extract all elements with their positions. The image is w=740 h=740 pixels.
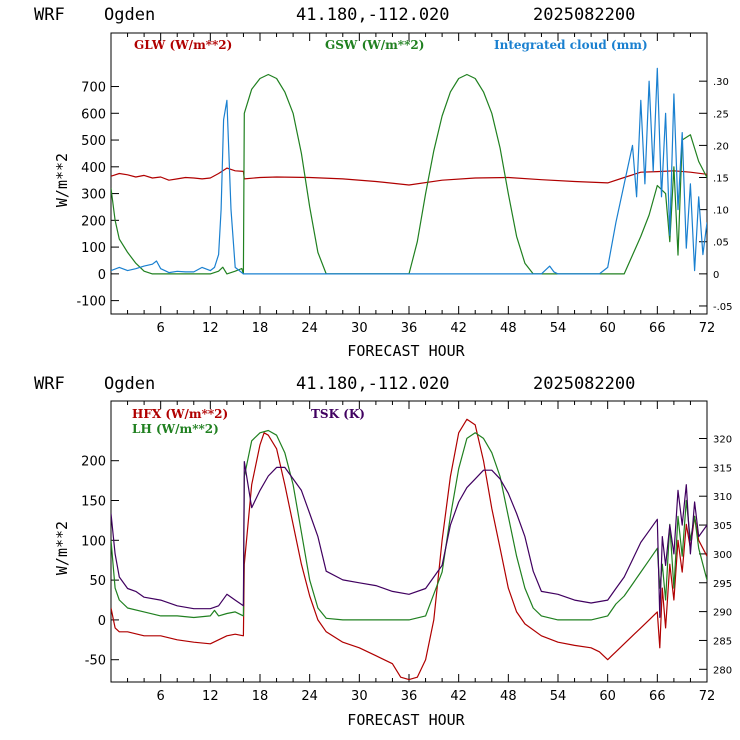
top-legend-gsw: GSW (W/m**2)	[325, 38, 424, 52]
top-location-label: Ogden	[104, 5, 155, 25]
bottom-series-line-lh	[111, 429, 707, 621]
top-y2-tick-label: -.05	[713, 302, 733, 313]
bottom-x-tick-label: 18	[252, 689, 269, 704]
top-x-tick-label: 12	[202, 321, 219, 336]
bottom-y2-tick-label: 285	[713, 636, 732, 647]
top-y-tick-label: 700	[81, 81, 106, 96]
bottom-y-tick-label: -50	[85, 654, 106, 669]
top-x-tick-label: 54	[550, 321, 567, 336]
top-x-axis-label: FORECAST HOUR	[347, 342, 465, 360]
bottom-y-tick-label: 50	[89, 574, 106, 589]
bottom-series-line-hfx	[111, 418, 707, 681]
bottom-location-label: Ogden	[104, 374, 155, 394]
top-x-tick-label: 42	[450, 321, 467, 336]
bottom-y-tick-label: 0	[98, 614, 106, 629]
bottom-y-tick-label: 150	[81, 495, 106, 510]
top-x-tick-label: 30	[351, 321, 368, 336]
bottom-init-label: 2025082200	[533, 374, 635, 394]
bottom-x-tick-label: 30	[351, 689, 368, 704]
bottom-x-tick-label: 48	[500, 689, 517, 704]
top-y-tick-label: 400	[81, 161, 106, 176]
bottom-y2-tick-label: 290	[713, 608, 732, 619]
top-x-tick-label: 24	[301, 321, 318, 336]
top-x-tick-label: 60	[599, 321, 616, 336]
top-y2-tick-label: 0	[713, 270, 719, 281]
top-x-tick-label: 36	[401, 321, 418, 336]
top-y2-tick-label: .15	[713, 174, 729, 185]
bottom-y2-tick-label: 310	[713, 492, 732, 503]
top-y-tick-label: 600	[81, 107, 106, 122]
top-coords-label: 41.180,-112.020	[296, 5, 450, 25]
bottom-legend-hfx: HFX (W/m**2)	[132, 407, 228, 421]
top-x-tick-label: 18	[252, 321, 269, 336]
bottom-y2-tick-label: 300	[713, 550, 732, 561]
top-y-tick-label: 200	[81, 214, 106, 229]
bottom-legend-lh: LH (W/m**2)	[132, 422, 219, 436]
bottom-y2-tick-label: 280	[713, 665, 732, 676]
top-y2-tick-label: .20	[713, 141, 729, 152]
bottom-series-line-tsk	[111, 461, 707, 619]
top-x-tick-label: 6	[157, 321, 165, 336]
bottom-model-label: WRF	[34, 374, 65, 394]
top-legend-glw: GLW (W/m**2)	[134, 38, 232, 52]
bottom-y-tick-label: 200	[81, 455, 106, 470]
bottom-x-tick-label: 60	[599, 689, 616, 704]
top-y-axis-label: W/m**2	[53, 153, 71, 207]
bottom-y-axis-label: W/m**2	[53, 521, 71, 575]
bottom-x-tick-label: 72	[699, 689, 716, 704]
top-y-tick-label: -100	[76, 295, 106, 310]
top-y-tick-label: 100	[81, 241, 106, 256]
top-y2-tick-label: .25	[713, 109, 729, 120]
bottom-y2-tick-label: 320	[713, 435, 732, 446]
bottom-x-tick-label: 36	[401, 689, 418, 704]
top-y2-tick-label: .05	[713, 238, 729, 249]
top-model-label: WRF	[34, 5, 65, 25]
top-x-tick-label: 48	[500, 321, 517, 336]
bottom-plot-frame	[110, 400, 708, 683]
top-x-tick-label: 72	[699, 321, 716, 336]
top-y2-tick-label: .10	[713, 206, 729, 217]
bottom-x-tick-label: 42	[450, 689, 467, 704]
top-y-tick-label: 0	[98, 268, 106, 283]
top-series-line-gsw	[111, 73, 707, 275]
bottom-x-tick-label: 12	[202, 689, 219, 704]
bottom-x-tick-label: 6	[157, 689, 165, 704]
bottom-plot-area: 6 12 18 24 30 36 42 48 54 60 66 72 -50 0 50 100 150 200 28…	[81, 401, 732, 704]
bottom-y-tick-label: 100	[81, 534, 106, 549]
bottom-header: WRF Ogden 41.180,-112.020 2025082200	[34, 374, 635, 394]
top-series-line-glw	[111, 167, 707, 186]
bottom-y2-tick-label: 305	[713, 521, 732, 532]
bottom-x-tick-label: 54	[550, 689, 567, 704]
bottom-y2-tick-label: 315	[713, 463, 732, 474]
bottom-x-tick-label: 24	[301, 689, 318, 704]
bottom-coords-label: 41.180,-112.020	[296, 374, 450, 394]
top-plot-area: 6 12 18 24 30 36 42 48 54 60 66 72 -100 0 100 200 300 400…	[76, 33, 733, 336]
bottom-x-axis-label: FORECAST HOUR	[347, 711, 465, 729]
top-init-label: 2025082200	[533, 5, 635, 25]
top-legend-cloud: Integrated cloud (mm)	[494, 38, 648, 52]
bottom-legend-tsk: TSK (K)	[311, 407, 365, 421]
bottom-y2-tick-label: 295	[713, 579, 732, 590]
top-y-tick-label: 500	[81, 134, 106, 149]
top-header: WRF Ogden 41.180,-112.020 2025082200	[34, 5, 635, 25]
top-x-tick-label: 66	[649, 321, 666, 336]
top-series-line-integrated	[111, 67, 707, 275]
top-y-tick-label: 300	[81, 188, 106, 203]
top-y2-tick-label: .30	[713, 77, 729, 88]
bottom-x-tick-label: 66	[649, 689, 666, 704]
